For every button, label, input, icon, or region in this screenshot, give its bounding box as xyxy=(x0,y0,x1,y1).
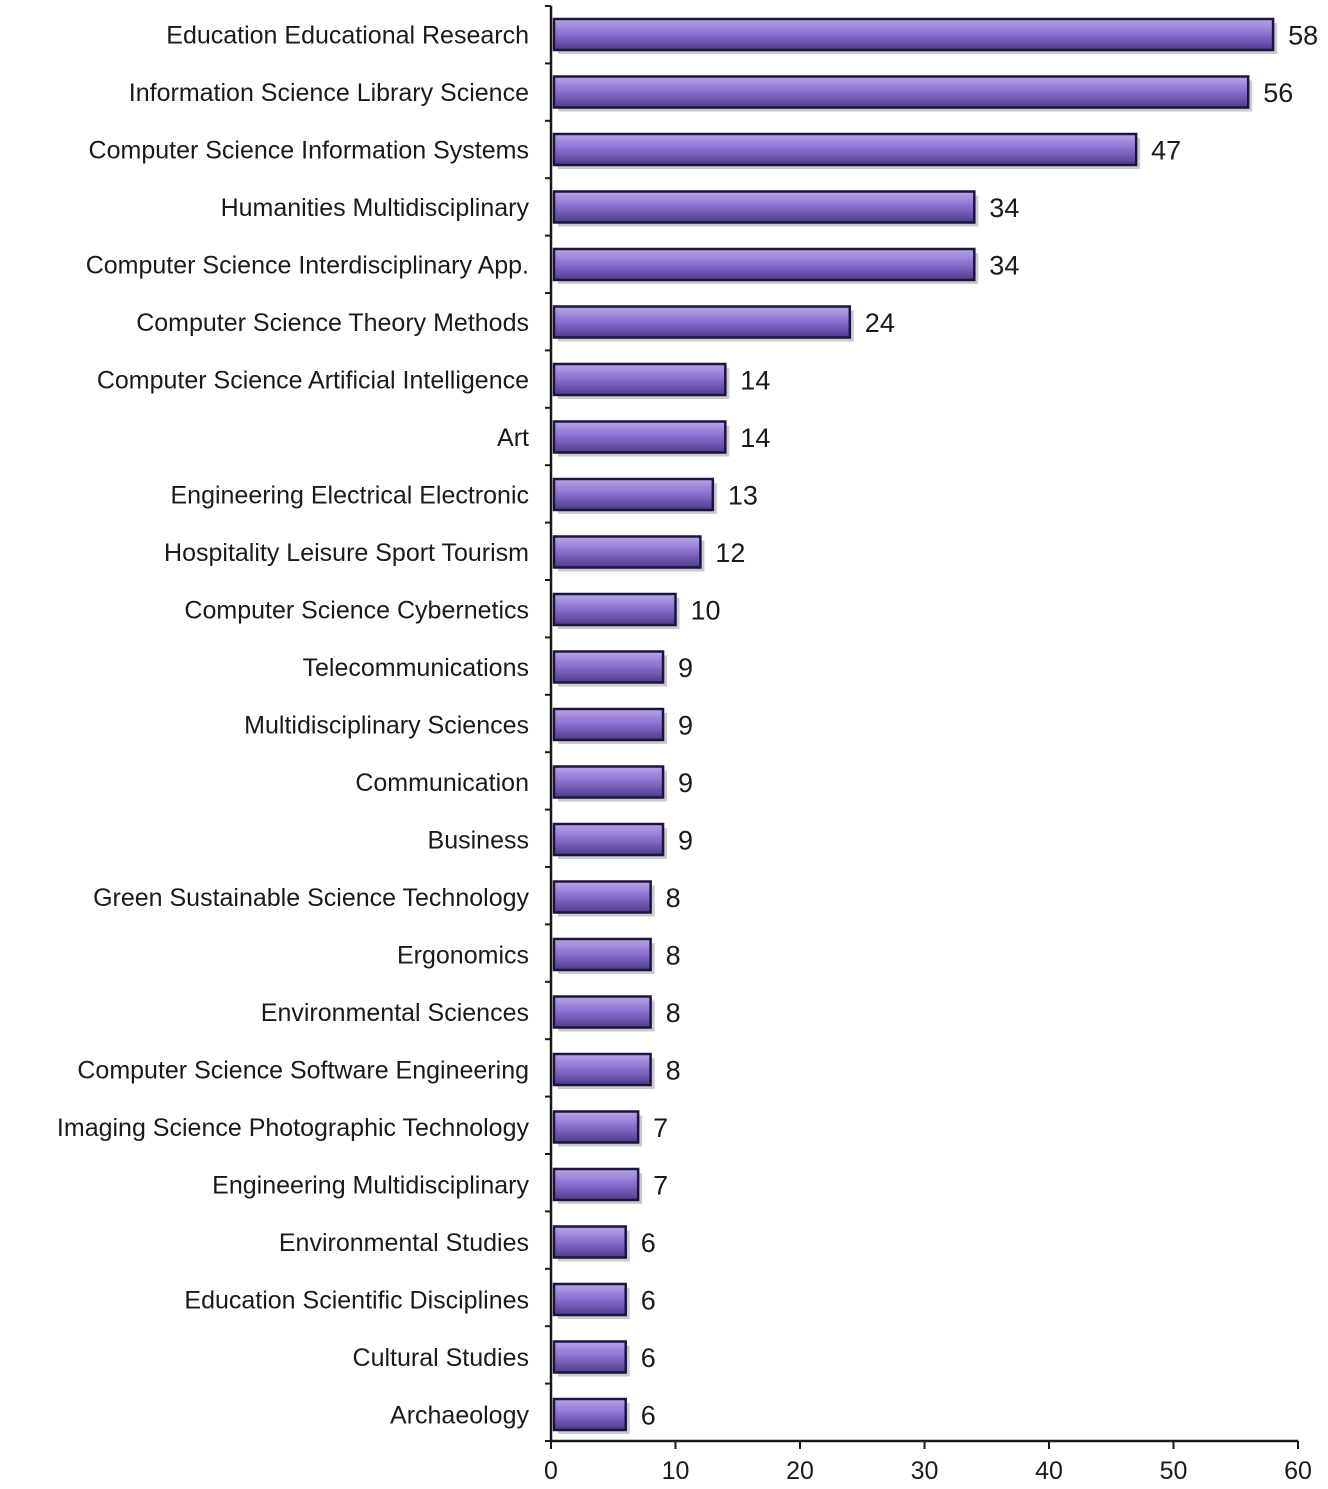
category-label: Imaging Science Photographic Technology xyxy=(57,1114,530,1142)
category-label: Engineering Electrical Electronic xyxy=(170,482,529,510)
bar xyxy=(552,17,1275,52)
bar xyxy=(552,1282,627,1317)
category-label: Computer Science Cybernetics xyxy=(184,597,529,625)
category-label: Art xyxy=(497,424,529,452)
category-label: Education Scientific Disciplines xyxy=(184,1287,529,1315)
category-label: Communication xyxy=(355,769,529,797)
category-label: Engineering Multidisciplinary xyxy=(212,1172,529,1200)
category-label: Education Educational Research xyxy=(166,22,529,50)
x-tick-label: 60 xyxy=(1284,1457,1312,1485)
category-label: Business xyxy=(428,827,529,855)
bar xyxy=(552,477,715,512)
category-labels: Education Educational Research Informatio… xyxy=(57,22,530,1430)
data-label: 58 xyxy=(1288,21,1318,51)
value-labels: 58 56 47 34 34 24 14 14 13 12 10 9 9 9 9 8 8 8 8 7 7 6 6 6 6 xyxy=(641,21,1318,1431)
category-label: Computer Science Software Engineering xyxy=(77,1057,529,1085)
data-label: 8 xyxy=(666,1056,681,1086)
x-tick-label: 0 xyxy=(544,1457,558,1485)
category-label: Environmental Studies xyxy=(279,1229,529,1257)
bar xyxy=(552,132,1138,167)
x-tick-label: 20 xyxy=(786,1457,814,1485)
data-label: 7 xyxy=(653,1113,668,1143)
bar xyxy=(552,1397,627,1432)
data-label: 47 xyxy=(1151,136,1181,166)
x-tick-label: 30 xyxy=(911,1457,939,1485)
bar xyxy=(552,650,665,684)
data-label: 12 xyxy=(715,538,745,568)
data-label: 6 xyxy=(641,1228,656,1258)
category-label: Computer Science Information Systems xyxy=(89,137,529,165)
category-label: Ergonomics xyxy=(397,942,529,970)
data-label: 10 xyxy=(691,596,721,626)
bars xyxy=(552,17,1275,1432)
bar xyxy=(552,937,652,972)
data-label: 56 xyxy=(1263,78,1293,108)
data-label: 9 xyxy=(678,826,693,856)
data-label: 6 xyxy=(641,1286,656,1316)
data-label: 6 xyxy=(641,1343,656,1373)
bar xyxy=(552,1052,652,1087)
data-label: 8 xyxy=(666,883,681,913)
data-label: 24 xyxy=(865,308,895,338)
bar xyxy=(552,1167,640,1202)
category-label: Cultural Studies xyxy=(353,1344,529,1372)
category-label: Telecommunications xyxy=(303,654,530,682)
bar xyxy=(552,1340,627,1374)
category-label: Archaeology xyxy=(390,1402,529,1430)
category-label: Green Sustainable Science Technology xyxy=(93,884,529,912)
data-label: 9 xyxy=(678,653,693,683)
bar xyxy=(552,765,665,799)
category-label: Computer Science Theory Methods xyxy=(136,309,529,337)
category-label: Environmental Sciences xyxy=(261,999,529,1027)
data-label: 9 xyxy=(678,711,693,741)
category-label: Humanities Multidisciplinary xyxy=(221,194,530,222)
bar xyxy=(552,305,852,339)
bar xyxy=(552,247,976,282)
data-label: 9 xyxy=(678,768,693,798)
bar xyxy=(552,1225,627,1259)
bar xyxy=(552,535,702,569)
data-label: 34 xyxy=(989,251,1019,281)
category-label: Computer Science Artificial Intelligence xyxy=(97,367,529,395)
bar xyxy=(552,75,1250,109)
bar xyxy=(552,822,665,857)
data-label: 7 xyxy=(653,1171,668,1201)
x-tick-label: 10 xyxy=(662,1457,690,1485)
data-label: 6 xyxy=(641,1401,656,1431)
bar xyxy=(552,420,727,454)
data-label: 8 xyxy=(666,998,681,1028)
category-label: Information Science Library Science xyxy=(129,79,529,107)
data-label: 8 xyxy=(666,941,681,971)
bar xyxy=(552,1110,640,1144)
x-tick-label: 40 xyxy=(1035,1457,1063,1485)
bar xyxy=(552,362,727,397)
category-label: Multidisciplinary Sciences xyxy=(244,712,529,740)
data-label: 13 xyxy=(728,481,758,511)
bar xyxy=(552,995,652,1029)
bar xyxy=(552,880,652,914)
bar xyxy=(552,190,976,224)
category-label: Computer Science Interdisciplinary App. xyxy=(86,252,529,280)
data-label: 34 xyxy=(989,193,1019,223)
data-label: 14 xyxy=(740,423,770,453)
x-tick-label: 50 xyxy=(1160,1457,1188,1485)
bar-shadows xyxy=(558,23,1278,1434)
x-axis-ticks: 0 10 20 30 40 50 60 xyxy=(544,1441,1312,1485)
data-label: 14 xyxy=(740,366,770,396)
bar xyxy=(552,707,665,742)
category-label: Hospitality Leisure Sport Tourism xyxy=(164,539,529,567)
bar xyxy=(552,592,677,627)
